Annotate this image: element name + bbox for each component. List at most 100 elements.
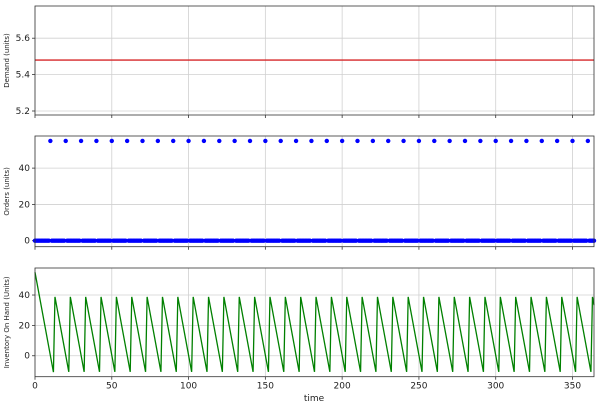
order-point	[416, 138, 422, 144]
orders-panel: 0 20 40 Orders (units)	[3, 135, 597, 250]
x-tick-label: 250	[410, 382, 427, 392]
order-point	[263, 138, 268, 144]
order-point	[109, 138, 114, 144]
order-point	[570, 138, 575, 144]
y-tick-label: 0	[24, 237, 30, 247]
order-point	[307, 238, 313, 243]
order-point	[538, 238, 543, 243]
plot-frame	[34, 267, 595, 378]
order-point	[247, 138, 253, 144]
x-tick-label: 0	[32, 382, 38, 392]
order-point	[154, 238, 159, 243]
order-point	[232, 138, 237, 144]
order-point	[278, 138, 283, 144]
order-point	[447, 138, 452, 144]
order-point	[309, 138, 314, 144]
y-tick-label: 5.4	[16, 71, 31, 81]
order-point	[369, 238, 374, 243]
order-point	[432, 138, 437, 144]
order-point	[63, 138, 68, 144]
order-point	[539, 138, 544, 144]
x-tick-label: 200	[334, 382, 351, 392]
y-tick-label: 5.6	[16, 34, 31, 44]
order-point	[169, 238, 174, 243]
order-point	[48, 138, 53, 144]
y-axis-label: Orders (units)	[3, 167, 11, 216]
order-point	[215, 238, 220, 243]
y-tick-label: 40	[19, 164, 31, 174]
order-point	[276, 238, 282, 243]
order-point	[508, 138, 514, 144]
order-point	[399, 238, 405, 243]
order-point	[524, 138, 529, 144]
x-tick-label: 350	[564, 382, 581, 392]
inventory-series-line	[34, 272, 595, 373]
order-point	[584, 238, 589, 243]
x-tick-label: 100	[180, 382, 197, 392]
order-point	[355, 138, 360, 144]
order-point	[338, 238, 343, 243]
order-point	[123, 238, 128, 243]
order-point	[384, 238, 389, 243]
x-tick-label: 150	[257, 382, 274, 392]
order-point	[138, 238, 144, 243]
order-point	[201, 138, 207, 144]
order-point	[140, 138, 145, 144]
order-point	[493, 138, 498, 144]
order-point	[292, 238, 297, 243]
order-point	[124, 138, 130, 144]
order-point	[77, 238, 82, 243]
y-tick-label: 40	[19, 291, 31, 301]
y-tick-label: 5.2	[16, 107, 30, 117]
order-point	[415, 238, 420, 243]
order-point	[430, 238, 435, 243]
order-point	[507, 238, 512, 243]
inventory-panel: 0 50 100 150 200 250 300 350 0 20 40 Inventory On H…	[3, 267, 595, 392]
order-point	[46, 238, 52, 243]
order-point	[370, 138, 376, 144]
order-point	[522, 238, 528, 243]
y-axis-label: Demand (units)	[3, 33, 11, 88]
order-point	[230, 238, 236, 243]
order-point	[553, 238, 558, 243]
order-point	[478, 138, 483, 144]
order-point	[61, 238, 67, 243]
x-tick-label: 300	[487, 382, 504, 392]
plot-frame	[34, 5, 595, 116]
order-point	[108, 238, 113, 243]
order-point	[462, 138, 468, 144]
order-point	[217, 138, 222, 144]
y-tick-label: 20	[19, 321, 31, 331]
order-point	[585, 138, 591, 144]
x-tick-label: 50	[106, 382, 118, 392]
order-point	[92, 238, 98, 243]
order-point	[186, 138, 191, 144]
y-axis-label: Inventory On Hand (Units)	[3, 276, 11, 368]
demand-panel: 5.2 5.4 5.6 Demand (units)	[3, 5, 595, 118]
order-point	[445, 238, 451, 243]
order-point	[401, 138, 406, 144]
order-point	[461, 238, 466, 243]
order-point	[78, 138, 84, 144]
order-point	[323, 238, 328, 243]
y-tick-label: 0	[24, 352, 30, 362]
x-axis-label: time	[304, 394, 325, 404]
y-tick-label: 20	[19, 200, 31, 210]
order-point	[554, 138, 560, 144]
order-point	[353, 238, 359, 243]
order-point	[491, 238, 497, 243]
order-point	[200, 238, 205, 243]
order-point	[246, 238, 251, 243]
order-point	[568, 238, 574, 243]
order-point	[94, 138, 99, 144]
order-point	[171, 138, 176, 144]
order-point	[476, 238, 482, 243]
plot-frame	[34, 135, 595, 248]
order-point	[339, 138, 345, 144]
order-point	[261, 238, 267, 243]
order-point	[293, 138, 299, 144]
order-point	[386, 138, 391, 144]
order-point	[155, 138, 161, 144]
order-point	[324, 138, 329, 144]
